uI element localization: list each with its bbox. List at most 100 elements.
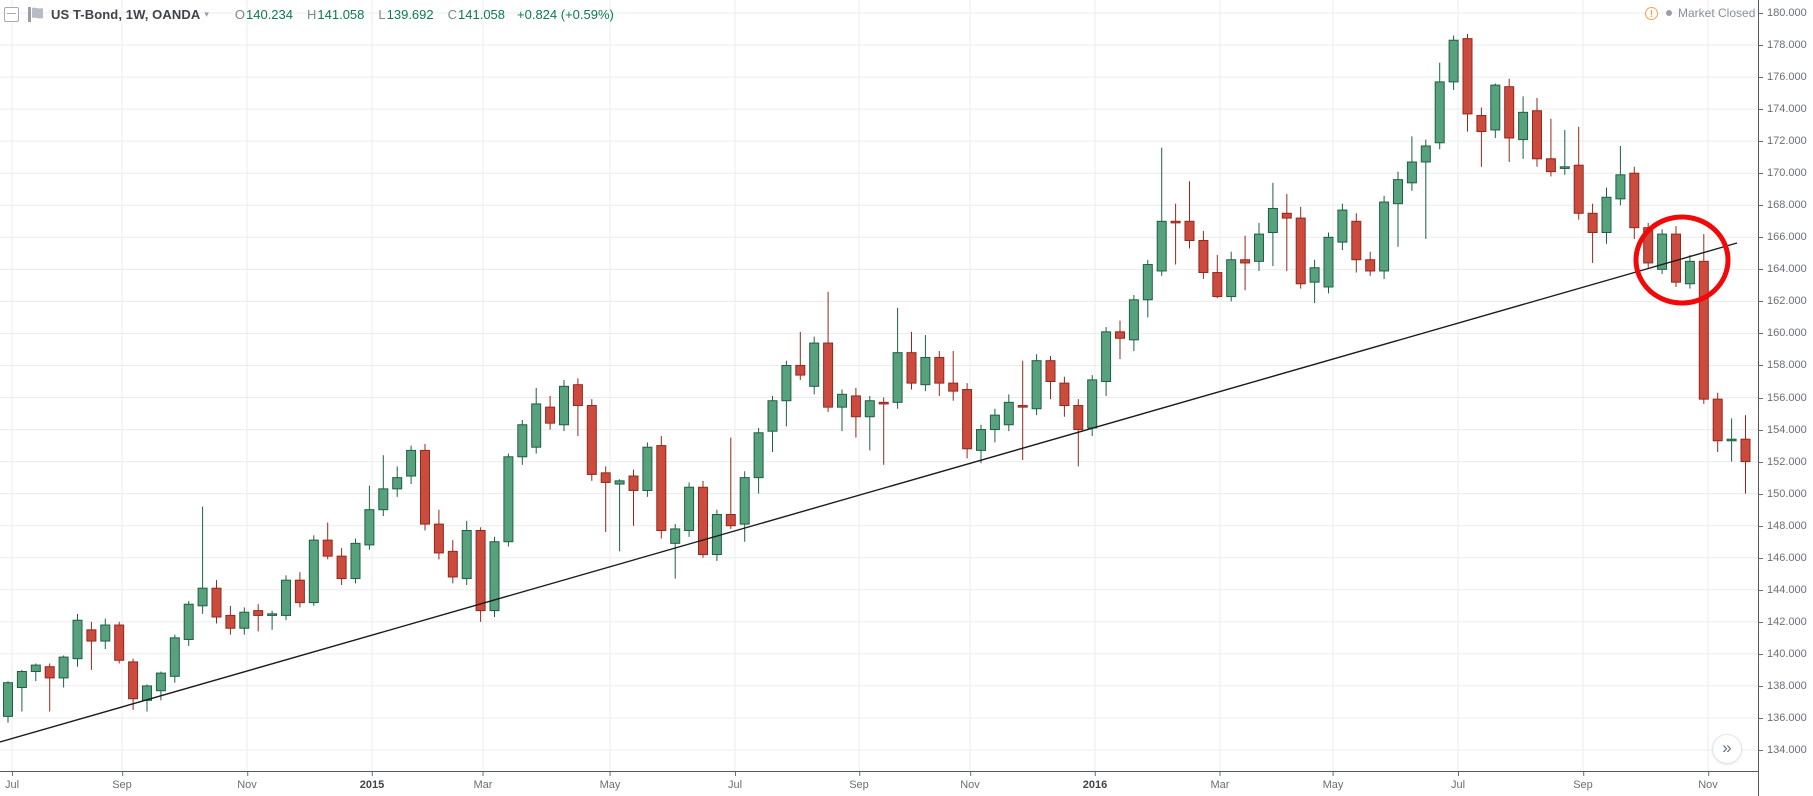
candle (1629, 172, 1640, 229)
candle (1712, 398, 1723, 442)
candle (656, 445, 667, 532)
candle (1073, 405, 1084, 431)
annotation-circle[interactable] (1633, 214, 1731, 306)
candle (1684, 260, 1695, 285)
price-axis-label: 162.000 (1759, 294, 1807, 308)
candle (1545, 158, 1556, 173)
candle (767, 400, 778, 432)
symbol-legend: US T-Bond, 1W, OANDA ▾ O 140.234 H 141.058… (0, 4, 614, 24)
open-label: O (234, 6, 245, 22)
alert-icon[interactable]: ! (1645, 6, 1658, 20)
candle (1518, 111, 1529, 141)
time-axis-label: 2016 (1082, 772, 1108, 791)
price-axis-label: 136.000 (1759, 711, 1807, 725)
candle (197, 587, 208, 607)
price-axis-label: 150.000 (1759, 487, 1807, 501)
candle (1281, 212, 1292, 219)
candle (1170, 220, 1181, 224)
candle (128, 661, 139, 700)
candle (503, 456, 514, 543)
candle (461, 530, 472, 580)
candle (114, 624, 125, 661)
candle (934, 356, 945, 384)
candle (1448, 39, 1459, 83)
candle (1115, 331, 1125, 339)
candle (1490, 84, 1501, 131)
candle (1309, 267, 1320, 283)
candle (1504, 86, 1515, 139)
symbol-title[interactable]: US T-Bond, 1W, OANDA (51, 6, 201, 22)
jump-to-latest-button[interactable]: » (1712, 734, 1742, 764)
price-axis-label: 138.000 (1759, 679, 1807, 693)
candle (1671, 233, 1681, 283)
change-value: +0.824 (+0.59%) (517, 6, 614, 22)
candle (1017, 405, 1028, 408)
time-axis-label: 2015 (359, 772, 385, 791)
flag-icon[interactable] (28, 6, 44, 22)
candle (976, 429, 986, 451)
candle (253, 610, 264, 616)
time-axis-label: Mar (473, 772, 493, 791)
candle (1434, 81, 1445, 144)
price-axis-label: 176.000 (1759, 70, 1807, 84)
candle (739, 477, 750, 525)
price-axis-label: 164.000 (1759, 262, 1807, 276)
candle (642, 446, 653, 491)
candle (586, 405, 597, 475)
candle (670, 528, 681, 544)
chart-plot-area[interactable] (0, 0, 1758, 771)
candle (545, 406, 556, 424)
ohlc-readout: O 140.234 H 141.058 L 139.692 C 141.058 +0.8… (235, 7, 614, 22)
price-axis-label: 148.000 (1759, 519, 1807, 533)
candle (1212, 272, 1223, 298)
candle (1698, 260, 1709, 400)
candle (795, 364, 806, 376)
candlestick-chart[interactable] (0, 0, 1758, 771)
candle (1365, 259, 1376, 272)
candle (1462, 38, 1473, 115)
candle (3, 682, 13, 717)
time-axis-label: Mar (1210, 772, 1230, 791)
candle (294, 579, 305, 604)
candle (1045, 360, 1056, 383)
price-axis-label: 166.000 (1759, 230, 1807, 244)
candle (1726, 438, 1737, 442)
candle (1337, 209, 1348, 243)
price-axis[interactable]: 180.000 178.000 176.000 174.000 172.000 170.0… (1758, 0, 1813, 796)
candle (837, 393, 847, 408)
trendline-drawing[interactable] (0, 242, 1738, 743)
candle (600, 472, 611, 483)
candle (1532, 110, 1542, 160)
time-axis-label: Sep (849, 772, 869, 791)
close-label: C (447, 6, 458, 22)
time-axis-label: Nov (237, 772, 257, 791)
candle (517, 424, 528, 458)
candle (433, 523, 444, 554)
price-axis-label: 146.000 (1759, 551, 1807, 565)
candle (864, 400, 875, 418)
high-label: H (307, 6, 317, 22)
price-axis-label: 142.000 (1759, 615, 1807, 629)
time-axis-label: May (599, 772, 621, 791)
candle (1587, 212, 1598, 234)
time-axis[interactable]: Jul Sep Nov 2015 Mar May Jul Sep Nov 2016 Mar May Ju… (0, 771, 1758, 796)
price-axis-label: 154.000 (1759, 423, 1807, 437)
candle (183, 603, 194, 640)
market-status-badge[interactable]: ! Market Closed (1645, 5, 1755, 21)
candle (225, 614, 236, 629)
candle (753, 432, 764, 479)
price-axis-label: 172.000 (1759, 134, 1807, 148)
high-value: 141.058 (317, 6, 365, 22)
candle (1601, 196, 1612, 234)
candle (100, 624, 111, 642)
chevron-down-icon[interactable]: ▾ (204, 8, 209, 19)
candle (1393, 179, 1403, 205)
candle (378, 488, 389, 511)
price-axis-label: 158.000 (1759, 358, 1807, 372)
legend-collapse-icon[interactable] (4, 6, 19, 22)
low-value: 139.692 (386, 6, 434, 22)
candle (322, 539, 333, 557)
time-axis-label: Jul (1450, 772, 1466, 791)
candle (559, 385, 569, 426)
time-axis-label: May (1322, 772, 1344, 791)
